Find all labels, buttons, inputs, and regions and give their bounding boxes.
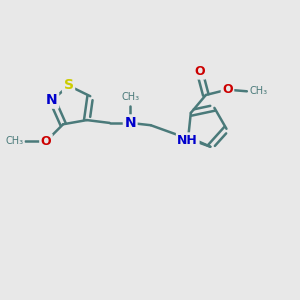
Text: NH: NH	[177, 134, 198, 147]
Text: N: N	[46, 93, 58, 107]
Text: CH₃: CH₃	[249, 86, 267, 96]
Text: N: N	[124, 116, 136, 130]
Text: O: O	[41, 135, 51, 148]
Text: O: O	[222, 83, 233, 96]
Text: CH₃: CH₃	[6, 136, 24, 146]
Text: CH₃: CH₃	[122, 92, 140, 102]
Text: O: O	[194, 65, 205, 78]
Text: S: S	[64, 78, 74, 92]
